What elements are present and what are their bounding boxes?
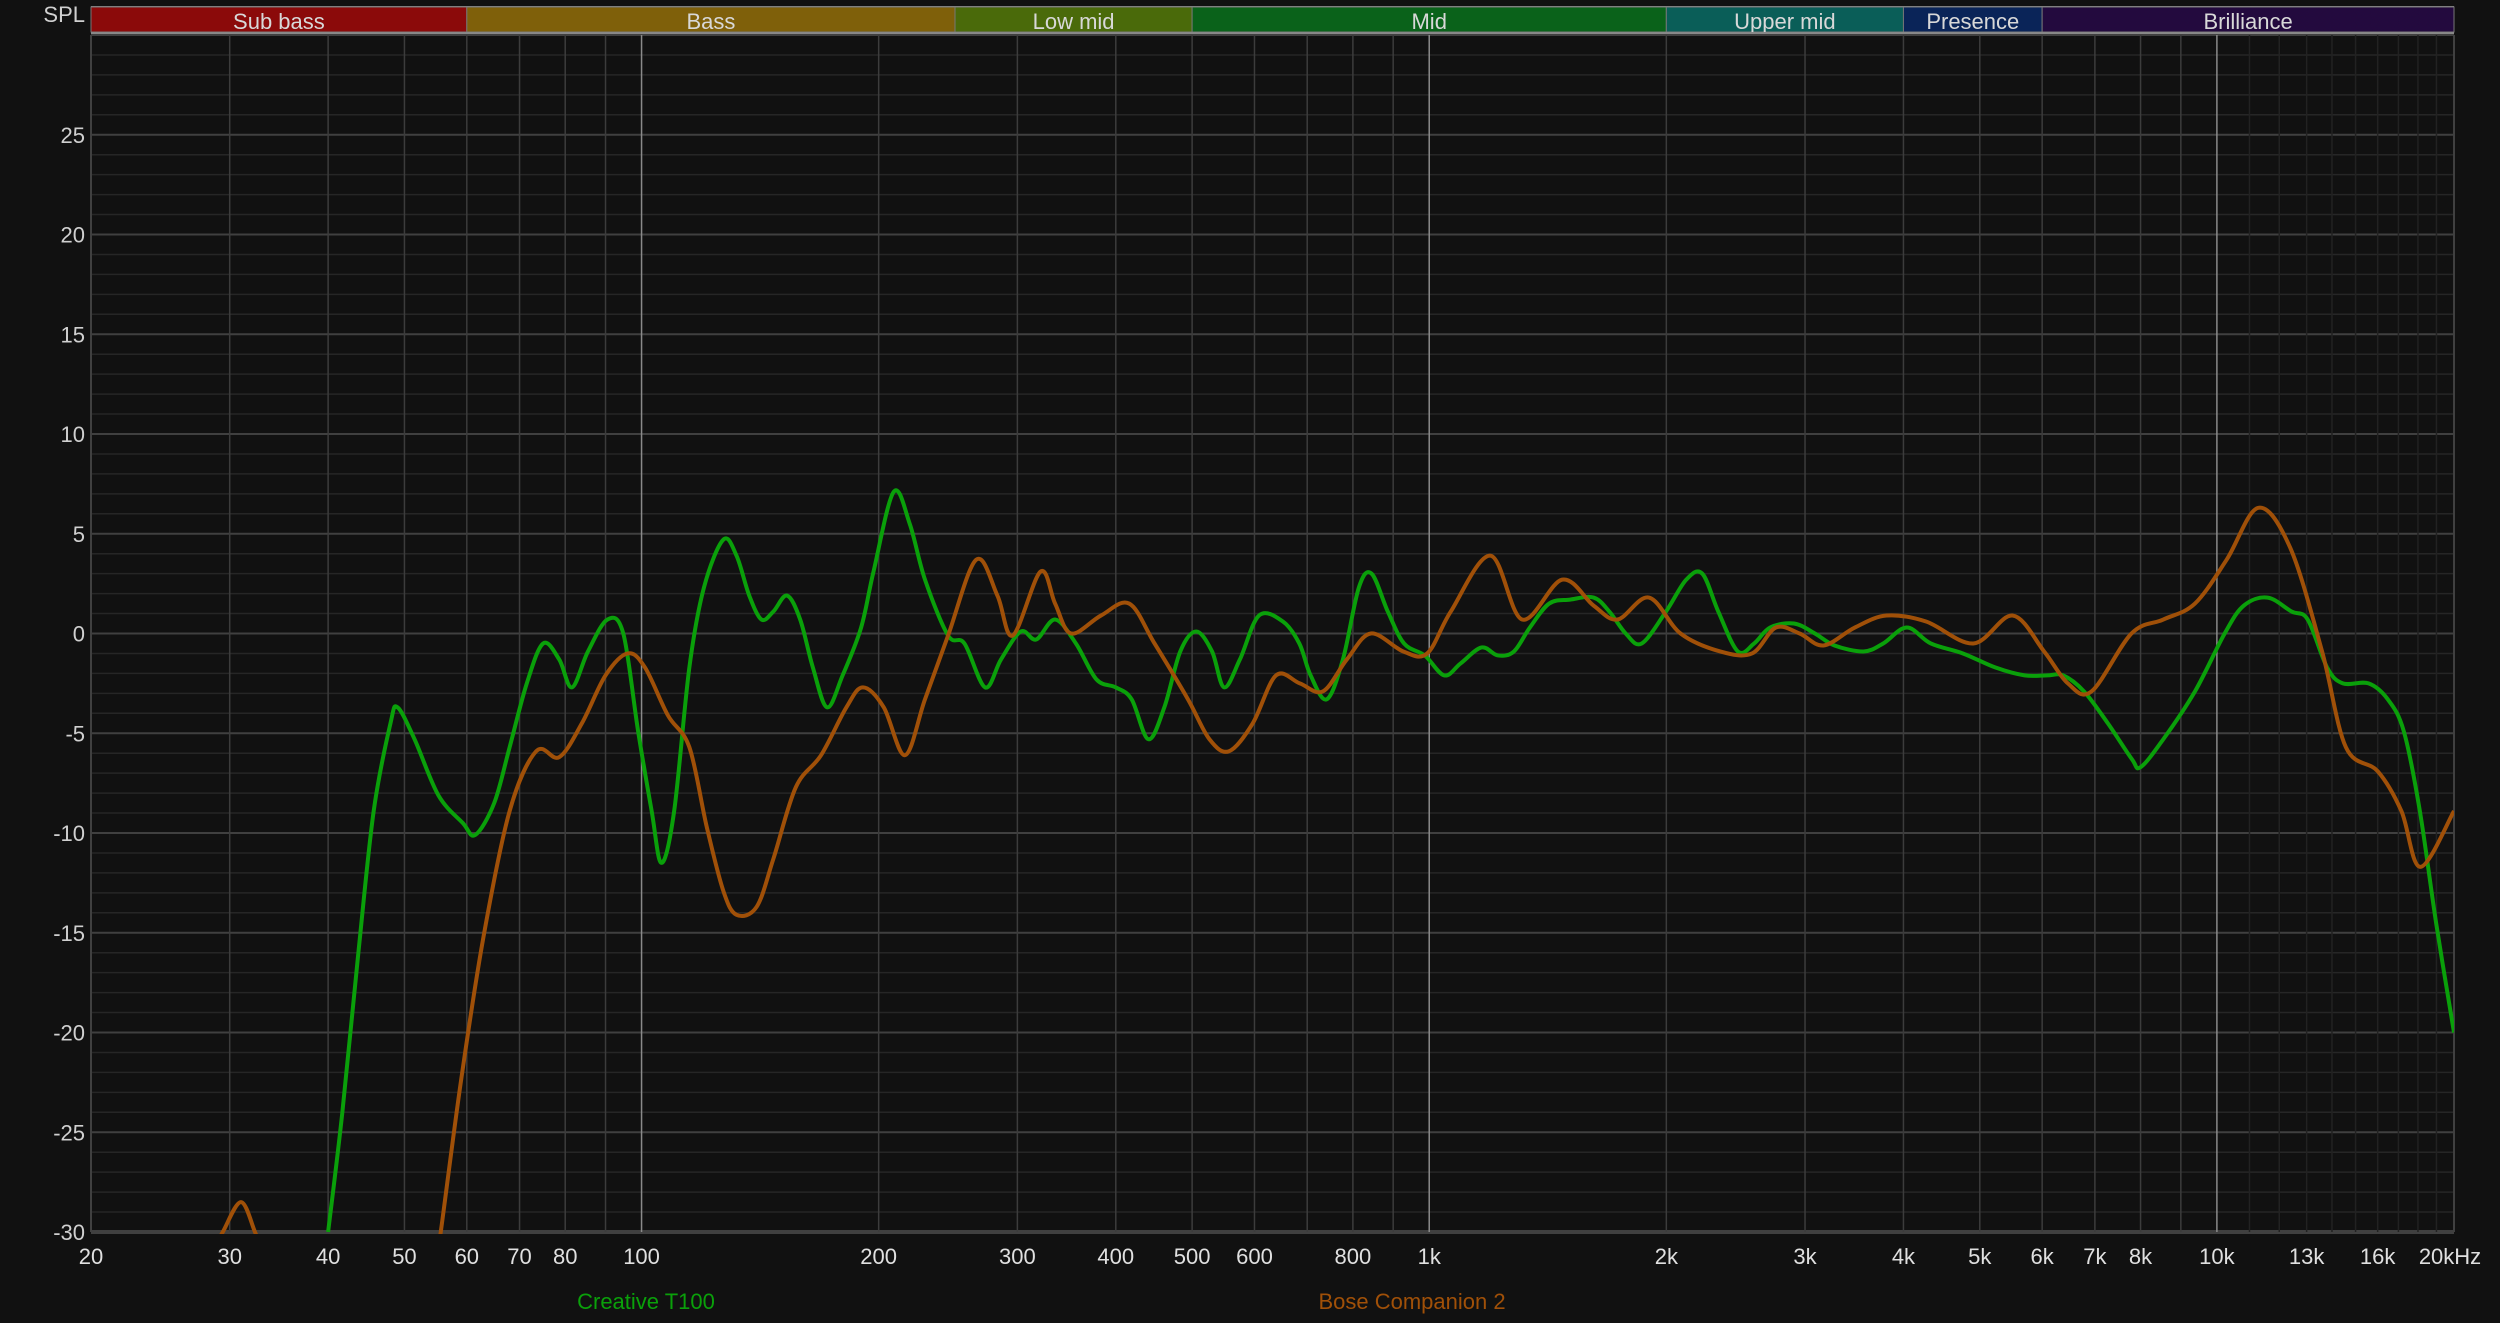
band-label: Bass (686, 9, 735, 34)
grid (90, 34, 2455, 1234)
x-tick-label: 3k (1793, 1244, 1817, 1269)
x-tick-label: 60 (455, 1244, 479, 1269)
band-brilliance (2041, 6, 2455, 33)
x-tick-label: 70 (507, 1244, 531, 1269)
y-tick-label: -10 (53, 821, 85, 846)
x-tick-label: 80 (553, 1244, 577, 1269)
x-tick-label: 500 (1174, 1244, 1211, 1269)
x-tick-label: 10k (2199, 1244, 2235, 1269)
y-tick-label: -25 (53, 1120, 85, 1145)
x-tick-label: 600 (1236, 1244, 1273, 1269)
x-ticks: 20 30 40 50 60 70 80 100 200 300 400 500 600 800 1k 2k 3… (79, 1244, 2481, 1269)
x-tick-label: 800 (1335, 1244, 1372, 1269)
y-tick-label: 15 (61, 322, 85, 347)
x-tick-label: 4k (1892, 1244, 1916, 1269)
y-tick-label: 25 (61, 123, 85, 148)
x-tick-label: 400 (1097, 1244, 1134, 1269)
band-label: Mid (1411, 9, 1446, 34)
x-tick-label: 40 (316, 1244, 340, 1269)
band-label: Brilliance (2203, 9, 2292, 34)
x-tick-label: 20 (79, 1244, 103, 1269)
x-tick-label: 200 (860, 1244, 897, 1269)
x-tick-label: 6k (2031, 1244, 2055, 1269)
x-tick-label: 5k (1968, 1244, 1992, 1269)
series-line-bose-companion-2 (219, 1200, 258, 1234)
x-tick-label: 13k (2289, 1244, 2325, 1269)
band-label: Upper mid (1734, 9, 1835, 34)
y-tick-label: -20 (53, 1021, 85, 1046)
y-ticks: 25 20 15 10 5 0 -5 -10 -15 -20 -25 -30 (53, 123, 85, 1245)
x-tick-label: 30 (217, 1244, 241, 1269)
x-tick-label: 20kHz (2419, 1244, 2481, 1269)
x-tick-label: 7k (2083, 1244, 2107, 1269)
x-tick-label: 1k (1418, 1244, 1442, 1269)
x-tick-label: 100 (623, 1244, 660, 1269)
y-tick-label: -30 (53, 1220, 85, 1245)
x-tick-label: 300 (999, 1244, 1036, 1269)
frequency-bands: Sub bass Bass Low mid Mid Upper mid Presence B… (90, 6, 2455, 34)
y-tick-label: 10 (61, 422, 85, 447)
y-tick-label: -15 (53, 921, 85, 946)
x-tick-label: 50 (392, 1244, 416, 1269)
legend: Creative T100 Bose Companion 2 (577, 1289, 1505, 1314)
series-line-bose-companion-2 (438, 505, 2454, 1234)
x-tick-label: 2k (1655, 1244, 1679, 1269)
legend-item-creative-t100[interactable]: Creative T100 (577, 1289, 715, 1314)
x-tick-label: 16k (2360, 1244, 2396, 1269)
y-tick-label: -5 (65, 721, 85, 746)
band-label: Low mid (1033, 9, 1115, 34)
x-tick-label: 8k (2129, 1244, 2153, 1269)
band-low-mid (954, 6, 1193, 33)
band-label: Sub bass (233, 9, 325, 34)
y-tick-label: 5 (73, 522, 85, 547)
legend-item-bose-companion-2[interactable]: Bose Companion 2 (1318, 1289, 1505, 1314)
series-line-creative-t100 (326, 488, 2454, 1233)
band-label: Presence (1926, 9, 2019, 34)
band-upper-mid (1665, 6, 1904, 33)
band-mid (1191, 6, 1667, 33)
y-tick-label: 20 (61, 223, 85, 248)
y-tick-label: 0 (73, 622, 85, 647)
series-lines (219, 488, 2454, 1234)
y-axis-label: SPL (43, 2, 85, 27)
